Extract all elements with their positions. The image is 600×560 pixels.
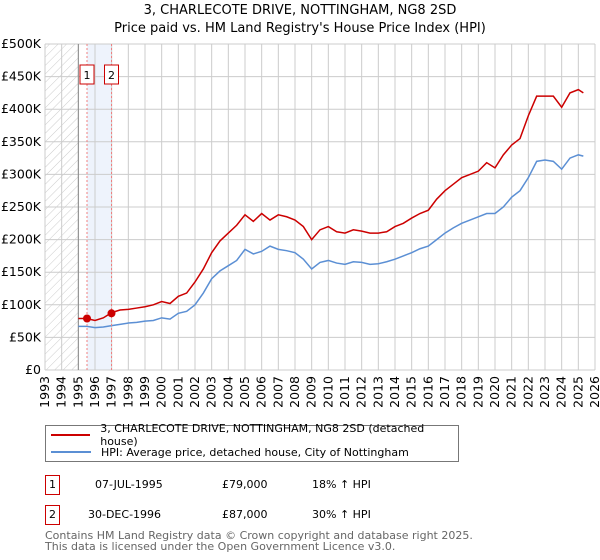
x-tick-label: 2018 xyxy=(454,376,469,408)
series-line xyxy=(78,154,584,329)
sale-point xyxy=(107,309,116,318)
x-tick-label: 2014 xyxy=(387,376,402,408)
x-tick-label: 2025 xyxy=(570,376,585,408)
footer-line: This data is licensed under the Open Gov… xyxy=(45,540,396,553)
sale-point xyxy=(83,314,91,323)
sale-badge xyxy=(104,64,119,85)
x-tick-label: 2016 xyxy=(420,376,435,408)
transaction-date: 07-JUL-1995 xyxy=(95,478,163,491)
x-tick-label: 2013 xyxy=(370,376,385,408)
x-tick-label: 1997 xyxy=(104,376,119,408)
x-tick-label: 2020 xyxy=(487,376,502,408)
x-tick-label: 2023 xyxy=(537,376,552,408)
sale-badge-label: 1 xyxy=(84,69,91,82)
transaction-badge: 2 xyxy=(45,505,60,525)
transaction-price: £87,000 xyxy=(222,508,268,521)
y-tick-label: £150K xyxy=(1,264,42,279)
x-tick-label: 2009 xyxy=(304,376,319,408)
y-tick-label: £400K xyxy=(1,101,42,116)
legend-label: 3, CHARLECOTE DRIVE, NOTTINGHAM, NG8 2SD… xyxy=(100,422,425,448)
x-tick-label: 2015 xyxy=(404,376,419,408)
x-tick-label: 1994 xyxy=(54,376,69,408)
transaction-date: 30-DEC-1996 xyxy=(88,508,162,521)
x-tick-label: 1995 xyxy=(70,376,85,408)
legend-item-property: 3, CHARLECOTE DRIVE, NOTTINGHAM, NG8 2SD… xyxy=(51,422,458,448)
x-tick-label: 2000 xyxy=(154,376,169,408)
y-tick-label: £0 xyxy=(25,362,41,377)
x-tick-label: 2012 xyxy=(354,376,369,408)
y-tick-label: £50K xyxy=(9,329,42,344)
x-tick-label: 2022 xyxy=(520,376,535,408)
transaction-row: 1 07-JUL-1995 £79,000 18% ↑ HPI xyxy=(45,475,465,495)
footer-line: Contains HM Land Registry data © Crown c… xyxy=(45,529,473,542)
x-tick-label: 2002 xyxy=(187,376,202,408)
legend: 3, CHARLECOTE DRIVE, NOTTINGHAM, NG8 2SD… xyxy=(45,422,459,462)
transaction-badge: 1 xyxy=(45,475,60,495)
y-tick-label: £300K xyxy=(1,166,42,181)
x-tick-label: 2007 xyxy=(270,376,285,408)
x-tick-label: 1996 xyxy=(87,376,102,408)
x-tick-label: 1999 xyxy=(137,376,152,408)
x-tick-label: 2003 xyxy=(204,376,219,408)
transaction-hpi: 30% ↑ HPI xyxy=(312,508,371,521)
transaction-hpi: 18% ↑ HPI xyxy=(312,478,371,491)
x-tick-label: 2008 xyxy=(287,376,302,408)
y-tick-label: £350K xyxy=(1,134,42,149)
x-tick-label: 1998 xyxy=(120,376,135,408)
x-tick-label: 2005 xyxy=(237,376,252,408)
x-tick-label: 2017 xyxy=(437,376,452,408)
y-tick-label: £250K xyxy=(1,199,42,214)
y-tick-label: £450K xyxy=(1,69,42,84)
title: 3, CHARLECOTE DRIVE, NOTTINGHAM, NG8 2SD xyxy=(143,3,457,18)
x-tick-label: 2001 xyxy=(170,376,185,408)
x-tick-label: 1993 xyxy=(37,376,52,408)
subtitle: Price paid vs. HM Land Registry's House … xyxy=(114,21,486,36)
x-tick-label: 2019 xyxy=(470,376,485,408)
x-tick-label: 2006 xyxy=(254,376,269,408)
transaction-price: £79,000 xyxy=(222,478,268,491)
x-tick-label: 2026 xyxy=(587,376,600,408)
series-line xyxy=(78,88,584,322)
x-tick-label: 2004 xyxy=(220,376,235,408)
x-tick-label: 2011 xyxy=(337,376,352,408)
y-tick-label: £500K xyxy=(1,36,42,51)
x-tick-label: 2021 xyxy=(504,376,519,408)
legend-item-hpi: HPI: Average price, detached house, City… xyxy=(51,444,409,460)
legend-label: HPI: Average price, detached house, City… xyxy=(101,445,409,459)
x-tick-label: 2024 xyxy=(554,376,569,408)
transaction-row: 2 30-DEC-1996 £87,000 30% ↑ HPI xyxy=(45,505,465,525)
legend-swatch xyxy=(51,434,91,436)
legend-swatch xyxy=(51,451,91,453)
sale-badge-label: 2 xyxy=(108,69,115,82)
y-tick-label: £100K xyxy=(1,297,42,312)
chart-title: 3, CHARLECOTE DRIVE, NOTTINGHAM, NG8 2SD… xyxy=(0,2,600,38)
y-tick-label: £200K xyxy=(1,232,42,247)
x-tick-label: 2010 xyxy=(320,376,335,408)
sale-badge xyxy=(79,64,95,85)
footer: Contains HM Land Registry data © Crown c… xyxy=(45,530,473,552)
